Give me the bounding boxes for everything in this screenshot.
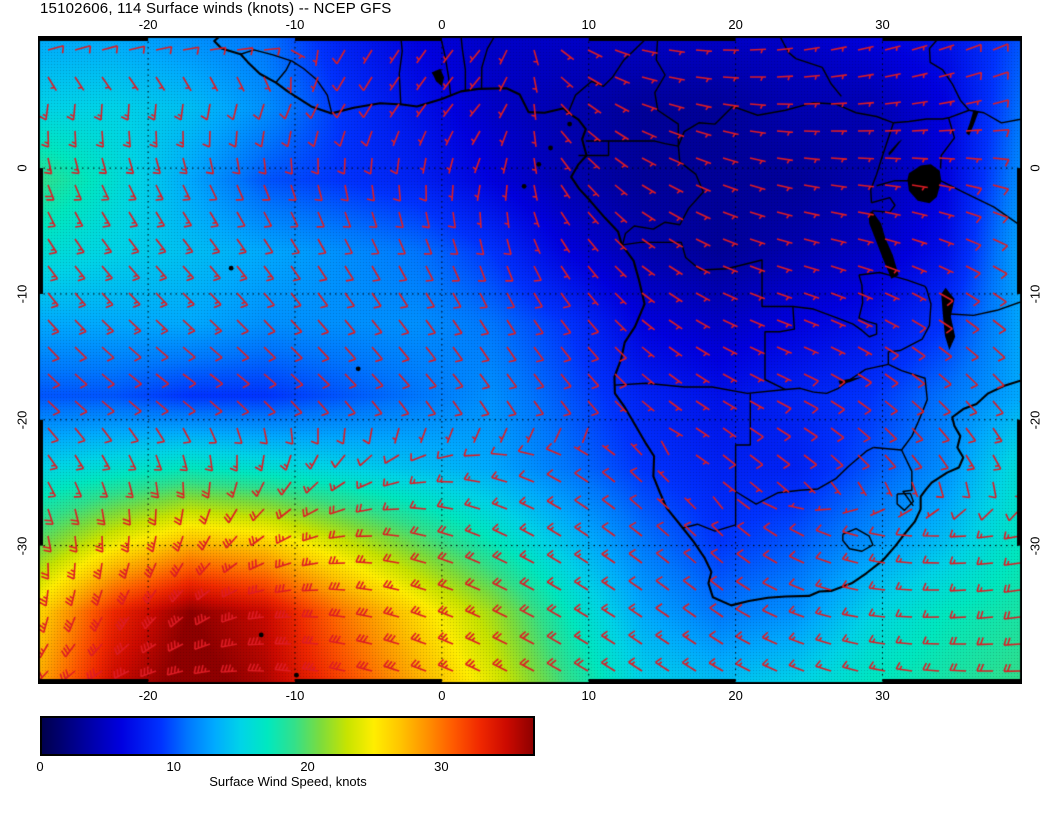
lon-tick-label-top: 20 [728, 17, 743, 32]
lon-tick-label-bottom: 20 [728, 688, 743, 703]
lat-tick-label-right: -20 [1027, 410, 1043, 430]
lat-tick-label-left: -10 [14, 284, 30, 304]
lon-tick-label-top: 10 [581, 17, 596, 32]
lat-tick-label-right: -10 [1027, 284, 1043, 304]
colorbar-tick-label: 0 [36, 759, 44, 774]
lon-tick-label-top: -10 [285, 17, 305, 32]
colorbar [40, 716, 535, 756]
lon-tick-label-top: 30 [875, 17, 890, 32]
lat-tick-label-left: -30 [14, 536, 30, 555]
map-plot-area [38, 36, 1022, 684]
lon-tick-label-bottom: 0 [438, 688, 446, 703]
chart-title: 15102606, 114 Surface winds (knots) -- N… [40, 0, 392, 17]
colorbar-tick-label: 30 [434, 759, 449, 774]
lon-tick-label-bottom: 30 [875, 688, 890, 703]
colorbar-caption: Surface Wind Speed, knots [209, 774, 367, 789]
lon-tick-label-bottom: -20 [138, 688, 158, 703]
lon-tick-label-bottom: -10 [285, 688, 305, 703]
colorbar-tick-label: 20 [300, 759, 315, 774]
lon-tick-label-top: 0 [438, 17, 446, 32]
lat-tick-label-left: -20 [14, 410, 30, 430]
wind-map-canvas [38, 36, 1022, 684]
lon-tick-label-bottom: 10 [581, 688, 596, 703]
lon-tick-label-top: -20 [138, 17, 158, 32]
lat-tick-label-right: -30 [1027, 536, 1043, 555]
lat-tick-label-left: 0 [14, 164, 30, 172]
lat-tick-label-right: 0 [1027, 164, 1043, 172]
colorbar-tick-label: 10 [166, 759, 182, 774]
